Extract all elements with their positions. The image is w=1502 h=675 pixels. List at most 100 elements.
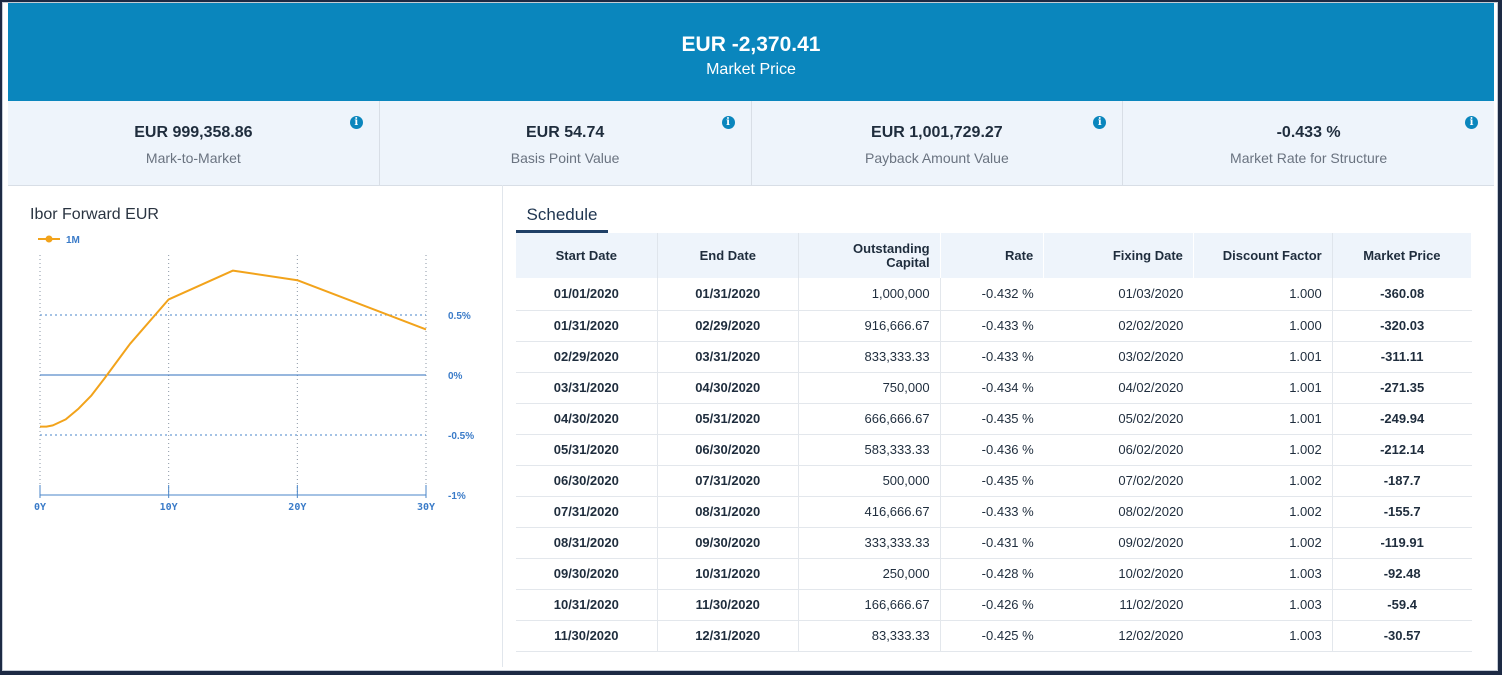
cell-outstanding-capital: 666,666.67 (798, 403, 941, 435)
legend-label: 1M (66, 235, 80, 246)
market-price-label: Market Price (706, 61, 796, 78)
column-header-end-date[interactable]: End Date (657, 233, 799, 278)
chart-title: Ibor Forward EUR (30, 206, 159, 223)
cell-end-date: 07/31/2020 (657, 465, 799, 497)
column-header-fixing-date[interactable]: Fixing Date (1043, 233, 1194, 278)
cell-fixing-date: 03/02/2020 (1043, 341, 1194, 373)
info-icon[interactable]: i (1093, 116, 1107, 129)
cell-market-price: -212.14 (1332, 434, 1472, 466)
cell-rate: -0.433 % (940, 496, 1044, 528)
cell-start-date: 07/31/2020 (516, 496, 658, 528)
cell-start-date: 06/30/2020 (516, 465, 658, 497)
market-price-value: EUR -2,370.41 (681, 33, 821, 56)
cell-end-date: 12/31/2020 (657, 620, 799, 652)
cell-outstanding-capital: 83,333.33 (798, 620, 941, 652)
cell-outstanding-capital: 1,000,000 (798, 278, 941, 311)
cell-start-date: 11/30/2020 (516, 620, 658, 652)
table-header-row: Start Date End Date Outstanding Capital … (516, 233, 1473, 278)
column-header-start-date[interactable]: Start Date (516, 233, 658, 278)
schedule-panel: Schedule Start Date End Date Outstanding… (502, 185, 1494, 667)
legend-marker (45, 235, 53, 243)
cell-fixing-date: 10/02/2020 (1043, 558, 1194, 590)
series-line (40, 269, 427, 428)
cell-start-date: 03/31/2020 (516, 372, 658, 404)
cell-rate: -0.432 % (940, 278, 1044, 311)
tab-schedule[interactable]: Schedule (516, 203, 608, 233)
cell-outstanding-capital: 166,666.67 (798, 589, 941, 621)
cell-start-date: 10/31/2020 (516, 589, 658, 621)
x-tick-label: 20Y (288, 502, 306, 513)
cell-end-date: 05/31/2020 (657, 403, 799, 435)
forward-curve-chart: 0Y 10Y 20Y 30Y 0.5% 0% -0.5% -1% 1M (34, 235, 474, 513)
table-row[interactable]: 04/30/2020 05/31/2020 666,666.67 -0.435 % 05… (516, 403, 1472, 435)
info-icon[interactable]: i (349, 116, 363, 129)
table-row[interactable]: 03/31/2020 04/30/2020 750,000 -0.434 % 04/02… (516, 372, 1472, 404)
cell-outstanding-capital: 333,333.33 (798, 527, 941, 559)
cell-fixing-date: 02/02/2020 (1043, 310, 1194, 342)
cell-fixing-date: 01/03/2020 (1043, 278, 1194, 311)
column-header-market-price[interactable]: Market Price (1332, 233, 1473, 278)
cell-discount-factor: 1.001 (1193, 372, 1333, 404)
cell-fixing-date: 04/02/2020 (1043, 372, 1194, 404)
table-row[interactable]: 07/31/2020 08/31/2020 416,666.67 -0.433 % 08… (516, 496, 1472, 528)
cell-discount-factor: 1.002 (1193, 434, 1333, 466)
metric-caption: Payback Amount Value (865, 150, 1009, 166)
cell-start-date: 05/31/2020 (516, 434, 658, 466)
cell-end-date: 09/30/2020 (657, 527, 799, 559)
column-header-rate[interactable]: Rate (940, 233, 1045, 278)
column-header-discount-factor[interactable]: Discount Factor (1193, 233, 1333, 278)
table-row[interactable]: 06/30/2020 07/31/2020 500,000 -0.435 % 07/02… (516, 465, 1472, 497)
cell-discount-factor: 1.002 (1193, 496, 1333, 528)
cell-market-price: -360.08 (1332, 278, 1472, 311)
cell-start-date: 01/01/2020 (516, 278, 658, 311)
table-row[interactable]: 08/31/2020 09/30/2020 333,333.33 -0.431 % 09… (516, 527, 1472, 559)
y-tick-label: -1% (448, 491, 466, 502)
cell-rate: -0.433 % (940, 310, 1044, 342)
cell-end-date: 01/31/2020 (657, 278, 799, 311)
cell-end-date: 08/31/2020 (657, 496, 799, 528)
cell-discount-factor: 1.001 (1193, 403, 1333, 435)
table-row[interactable]: 01/01/2020 01/31/2020 1,000,000 -0.432 % 01/… (516, 278, 1472, 311)
cell-market-price: -59.4 (1332, 589, 1472, 621)
cell-outstanding-capital: 916,666.67 (798, 310, 941, 342)
cell-fixing-date: 11/02/2020 (1043, 589, 1194, 621)
cell-rate: -0.431 % (940, 527, 1044, 559)
table-row[interactable]: 05/31/2020 06/30/2020 583,333.33 -0.436 % 06… (516, 434, 1472, 466)
chart-panel: Ibor Forward EUR 0Y 10Y 20Y 30Y 0.5% 0% -0.5% -… (8, 185, 503, 667)
table-row[interactable]: 10/31/2020 11/30/2020 166,666.67 -0.426 % 11… (516, 589, 1472, 621)
cell-start-date: 04/30/2020 (516, 403, 658, 435)
cell-end-date: 06/30/2020 (657, 434, 799, 466)
cell-rate: -0.428 % (940, 558, 1044, 590)
info-icon[interactable]: i (1465, 116, 1478, 129)
cell-market-price: -249.94 (1332, 403, 1472, 435)
cell-market-price: -271.35 (1332, 372, 1472, 404)
cell-market-price: -320.03 (1332, 310, 1472, 342)
y-tick-label: 0% (448, 371, 463, 382)
cell-start-date: 08/31/2020 (516, 527, 658, 559)
cell-end-date: 02/29/2020 (657, 310, 799, 342)
table-row[interactable]: 09/30/2020 10/31/2020 250,000 -0.428 % 10/02… (516, 558, 1472, 590)
column-header-outstanding-capital[interactable]: Outstanding Capital (798, 233, 941, 278)
cell-fixing-date: 09/02/2020 (1043, 527, 1194, 559)
cell-rate: -0.434 % (940, 372, 1044, 404)
table-row[interactable]: 11/30/2020 12/31/2020 83,333.33 -0.425 % 12/… (516, 620, 1472, 652)
metric-payback-amount: EUR 1,001,729.27 Payback Amount Value i (752, 101, 1124, 185)
cell-outstanding-capital: 750,000 (798, 372, 941, 404)
cell-start-date: 09/30/2020 (516, 558, 658, 590)
metric-value: -0.433 % (1276, 124, 1341, 141)
cell-rate: -0.436 % (940, 434, 1044, 466)
cell-outstanding-capital: 500,000 (798, 465, 941, 497)
cell-start-date: 01/31/2020 (516, 310, 658, 342)
y-tick-label: 0.5% (448, 311, 471, 322)
table-row[interactable]: 02/29/2020 03/31/2020 833,333.33 -0.433 % 03… (516, 341, 1472, 373)
info-icon[interactable]: i (721, 116, 735, 129)
cell-discount-factor: 1.003 (1193, 558, 1333, 590)
cell-fixing-date: 12/02/2020 (1043, 620, 1194, 652)
metric-value: EUR 54.74 (525, 124, 605, 141)
metric-caption: Mark-to-Market (145, 150, 241, 166)
table-row[interactable]: 01/31/2020 02/29/2020 916,666.67 -0.433 % 02… (516, 310, 1472, 342)
cell-fixing-date: 08/02/2020 (1043, 496, 1194, 528)
cell-fixing-date: 07/02/2020 (1043, 465, 1194, 497)
cell-fixing-date: 06/02/2020 (1043, 434, 1194, 466)
